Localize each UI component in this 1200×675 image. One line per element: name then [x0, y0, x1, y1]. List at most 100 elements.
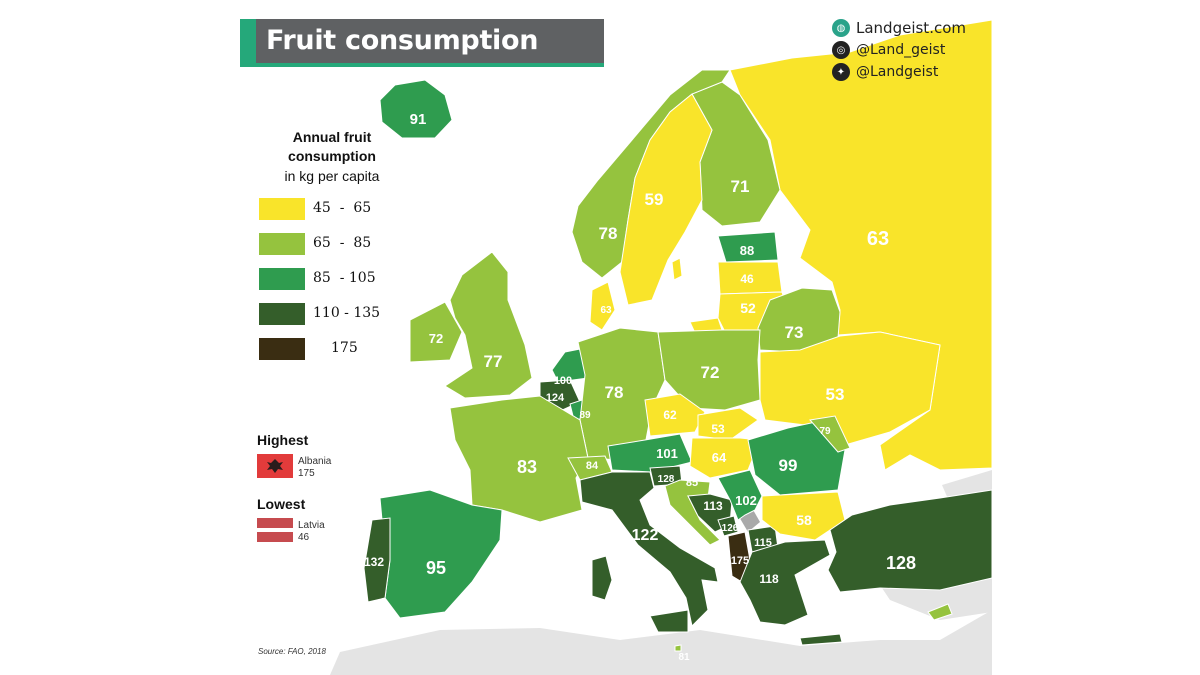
legend: Annual fruit consumption in kg per capit…	[257, 128, 417, 360]
lowest-heading: Lowest	[257, 496, 306, 512]
value-label-ireland: 72	[429, 331, 443, 346]
legend-item: 110 - 135	[257, 303, 427, 327]
lowest-value: 46	[298, 532, 310, 543]
legend-item: 175	[257, 338, 427, 362]
value-label-cyprus: 72	[912, 626, 924, 637]
country-greece-crete	[799, 633, 843, 646]
website-link[interactable]: ◍ Landgeist.com	[832, 17, 966, 39]
instagram-label: @Land_geist	[856, 42, 946, 58]
country-malta	[674, 644, 682, 652]
value-label-lithuania: 52	[740, 300, 756, 316]
value-label-italy: 122	[632, 527, 659, 544]
value-label-poland: 72	[701, 363, 720, 382]
country-turkey	[827, 489, 992, 593]
country-sweden-gotland	[671, 257, 683, 281]
legend-swatch	[259, 233, 305, 255]
country-portugal	[363, 517, 391, 603]
country-slovakia	[697, 407, 759, 441]
latvia-flag-icon	[257, 518, 293, 542]
value-label-serbia: 102	[735, 493, 757, 508]
legend-item: 65 - 85	[257, 233, 427, 257]
value-label-romania: 99	[779, 456, 798, 475]
legend-title: Annual fruit consumption	[288, 129, 376, 164]
value-label-malta: 81	[678, 652, 690, 663]
country-france	[449, 395, 589, 523]
value-label-sweden: 59	[645, 190, 664, 209]
value-label-turkey: 128	[886, 553, 916, 573]
twitter-bird-icon: ✦	[832, 63, 850, 81]
value-label-moldova: 79	[819, 426, 831, 437]
country-ireland	[409, 301, 463, 363]
globe-icon: ◍	[832, 19, 850, 37]
value-label-germany: 78	[605, 383, 624, 402]
value-label-russia: 63	[867, 228, 889, 250]
value-label-luxembourg: 89	[579, 410, 591, 421]
value-label-estonia: 88	[740, 243, 754, 258]
value-label-france: 83	[517, 457, 537, 477]
legend-label: 65 - 85	[313, 235, 372, 251]
north-africa-land	[330, 610, 992, 675]
highest-country: Albania	[298, 456, 332, 467]
country-italy-sicily	[649, 609, 689, 633]
country-greece	[739, 539, 831, 626]
value-label-north-macedonia: 115	[754, 537, 772, 549]
value-label-hungary: 64	[712, 450, 727, 465]
value-label-netherlands: 100	[554, 375, 572, 387]
source-note: Source: FAO, 2018	[258, 647, 326, 656]
value-label-portugal: 132	[364, 555, 384, 569]
country-cyprus	[927, 603, 953, 621]
country-serbia	[717, 469, 763, 521]
value-label-czechia: 62	[663, 408, 677, 422]
value-label-montenegro: 126	[722, 523, 739, 534]
instagram-link[interactable]: ◎ @Land_geist	[832, 39, 966, 61]
country-iceland	[379, 79, 453, 139]
country-denmark	[589, 281, 616, 331]
social-links: ◍ Landgeist.com ◎ @Land_geist ✦ @Landgei…	[832, 17, 966, 83]
value-label-norway: 78	[599, 224, 618, 243]
legend-label: 85 - 105	[313, 270, 376, 286]
value-label-switzerland: 84	[586, 460, 599, 472]
country-romania	[747, 419, 846, 496]
country-spain	[379, 489, 503, 619]
title-underline	[256, 63, 604, 67]
value-label-slovakia: 53	[711, 422, 725, 436]
title-accent-bar	[240, 19, 256, 67]
value-label-belarus: 73	[785, 323, 804, 342]
legend-label: 45 - 65	[313, 200, 372, 216]
value-label-albania: 175	[731, 555, 749, 567]
value-label-bulgaria: 58	[796, 512, 812, 528]
value-labels: 91 78 59 71 63 88 46 52 73 63 72 77 100 …	[364, 111, 924, 663]
country-italy-sardinia	[591, 555, 613, 601]
instagram-icon: ◎	[832, 41, 850, 59]
value-label-uk: 77	[484, 352, 503, 371]
twitter-label: @Landgeist	[856, 64, 939, 80]
country-italy	[579, 471, 719, 628]
legend-swatch	[259, 268, 305, 290]
legend-item: 45 - 65	[257, 198, 427, 222]
legend-swatch	[259, 198, 305, 220]
value-label-latvia: 46	[740, 272, 754, 286]
legend-label: 175	[331, 340, 358, 356]
albania-flag-icon	[257, 454, 293, 478]
page-title: Fruit consumption	[266, 25, 539, 56]
value-label-bosnia: 113	[703, 499, 723, 513]
legend-swatch	[259, 303, 305, 325]
country-montenegro	[717, 515, 739, 537]
title-banner: Fruit consumption	[240, 19, 604, 67]
value-label-spain: 95	[426, 558, 446, 578]
legend-label: 110 - 135	[313, 305, 381, 321]
website-label: Landgeist.com	[856, 19, 966, 37]
legend-swatch	[259, 338, 305, 360]
value-label-belgium: 124	[546, 392, 565, 404]
value-label-ukraine: 53	[826, 385, 845, 404]
europe-map: 91 78 59 71 63 88 46 52 73 63 72 77 100 …	[330, 19, 992, 675]
country-ukraine	[759, 331, 941, 446]
country-sweden	[619, 93, 713, 306]
legend-subtitle: in kg per capita	[284, 168, 380, 184]
twitter-link[interactable]: ✦ @Landgeist	[832, 61, 966, 83]
lowest-country: Latvia	[298, 520, 325, 531]
value-label-denmark: 63	[600, 305, 612, 316]
value-label-finland: 71	[731, 177, 750, 196]
value-label-slovenia: 128	[658, 474, 675, 485]
country-united-kingdom	[444, 251, 533, 399]
